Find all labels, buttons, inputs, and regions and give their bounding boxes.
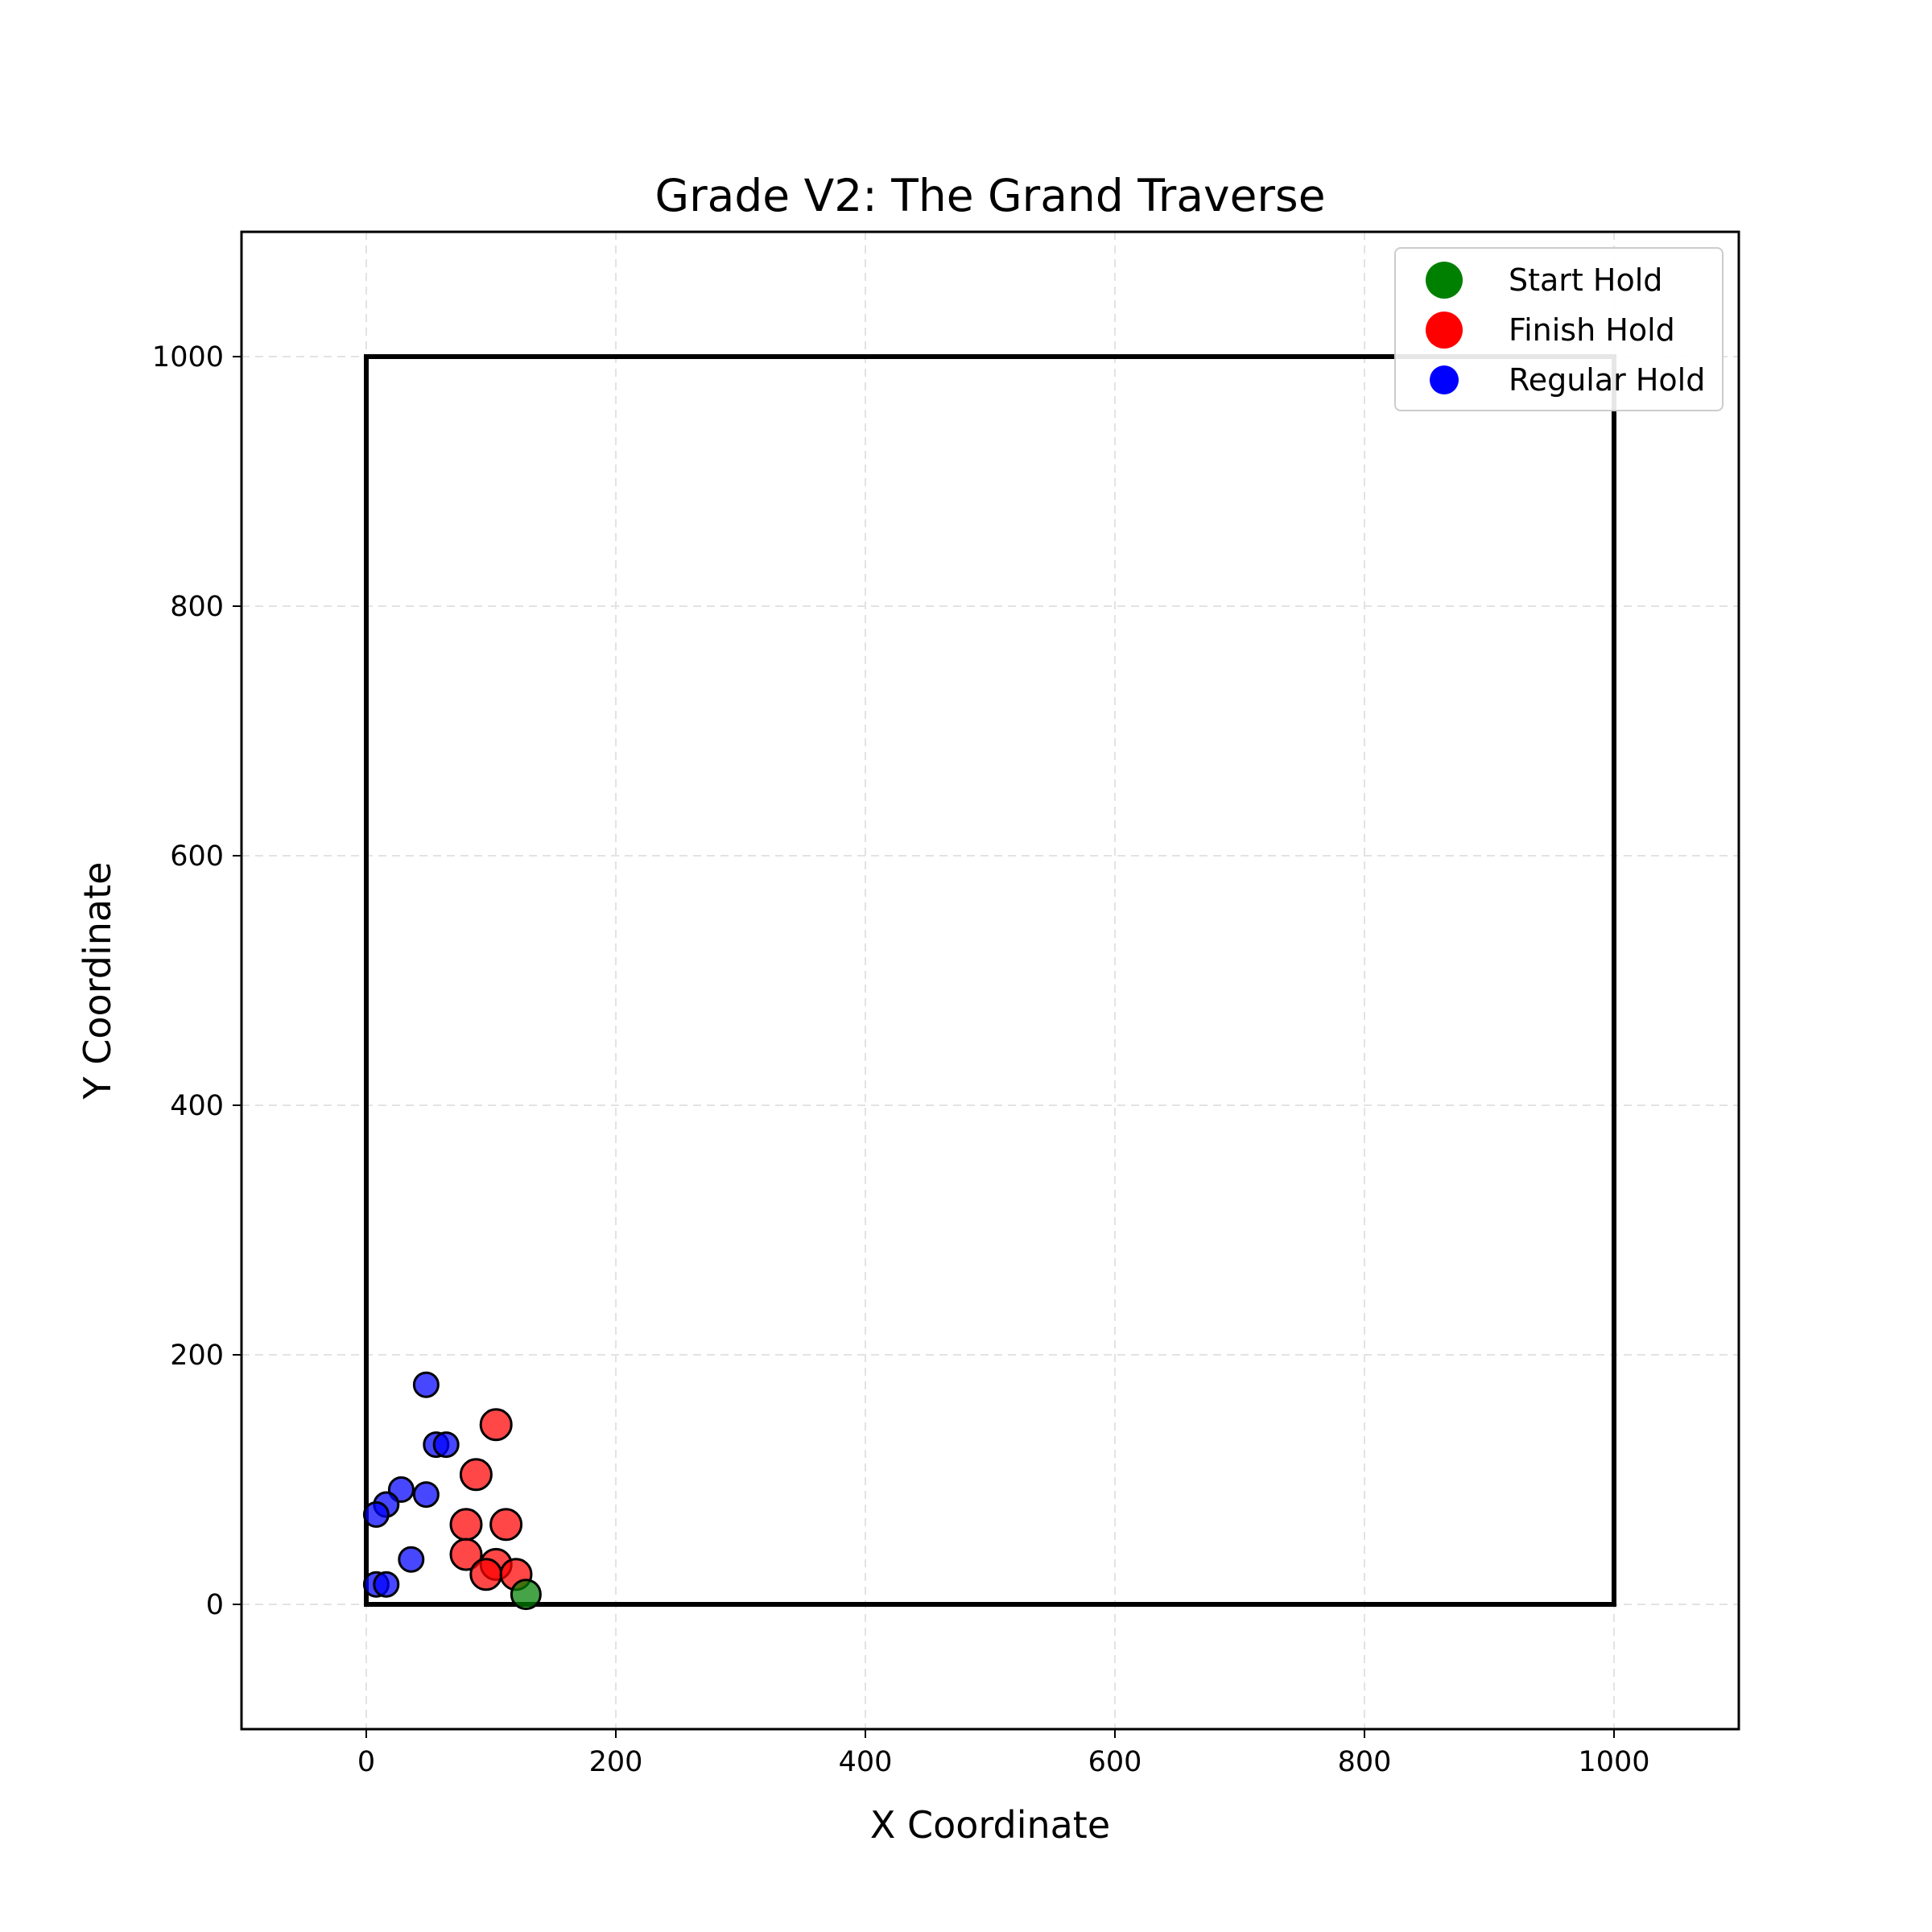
x-tick-label-800: 800: [1338, 1746, 1392, 1778]
finish-hold-point-2: [449, 1508, 483, 1542]
data-points: [362, 1371, 542, 1611]
x-tick-label-400: 400: [839, 1746, 893, 1778]
finish-hold-point-0: [479, 1408, 513, 1442]
finish-hold-point-6: [469, 1558, 503, 1591]
regular-hold-point-4: [412, 1481, 440, 1509]
regular-hold-point-2: [432, 1431, 460, 1459]
finish-hold-point-4: [449, 1538, 483, 1571]
y-tick-label-800: 800: [170, 591, 224, 623]
legend: Start Hold Finish Hold Regular Hold: [1394, 247, 1724, 411]
regular-hold-point-6: [362, 1501, 390, 1528]
y-axis-label: Y Coordinate: [76, 862, 119, 1100]
finish-hold-point-3: [489, 1508, 523, 1542]
y-tick-label-0: 0: [206, 1589, 224, 1621]
plot-area-frame: [240, 230, 1740, 1731]
legend-label-regular-hold: Regular Hold: [1509, 362, 1705, 398]
wall-boundary: [364, 354, 1616, 1607]
y-tick-label-200: 200: [170, 1340, 224, 1372]
legend-marker-start-hold: [1426, 262, 1463, 299]
x-tick-label-0: 0: [357, 1746, 375, 1778]
legend-label-finish-hold: Finish Hold: [1509, 312, 1675, 348]
x-tick-label-1000: 1000: [1578, 1746, 1649, 1778]
regular-hold-point-0: [412, 1371, 440, 1398]
grid-lines: [242, 232, 1739, 1729]
legend-label-start-hold: Start Hold: [1509, 262, 1662, 298]
x-tick-label-200: 200: [589, 1746, 643, 1778]
regular-hold-point-9: [373, 1571, 400, 1598]
legend-box: [1394, 247, 1724, 411]
axis-ticks: 0 200 400 600 800 1000 0 200 400 600 800 1000: [152, 341, 1650, 1778]
y-tick-label-600: 600: [170, 840, 224, 873]
y-tick-label-400: 400: [170, 1090, 224, 1122]
legend-marker-regular-hold: [1430, 365, 1459, 394]
y-tick-label-1000: 1000: [152, 341, 224, 374]
regular-hold-point-7: [398, 1546, 425, 1573]
chart-title: Grade V2: The Grand Traverse: [654, 170, 1325, 221]
x-tick-label-600: 600: [1088, 1746, 1142, 1778]
legend-marker-finish-hold: [1426, 312, 1463, 349]
wall-outline: [364, 354, 1616, 1607]
x-axis-label: X Coordinate: [870, 1803, 1110, 1847]
start-hold-point-0: [510, 1579, 542, 1611]
finish-hold-point-1: [459, 1458, 493, 1492]
